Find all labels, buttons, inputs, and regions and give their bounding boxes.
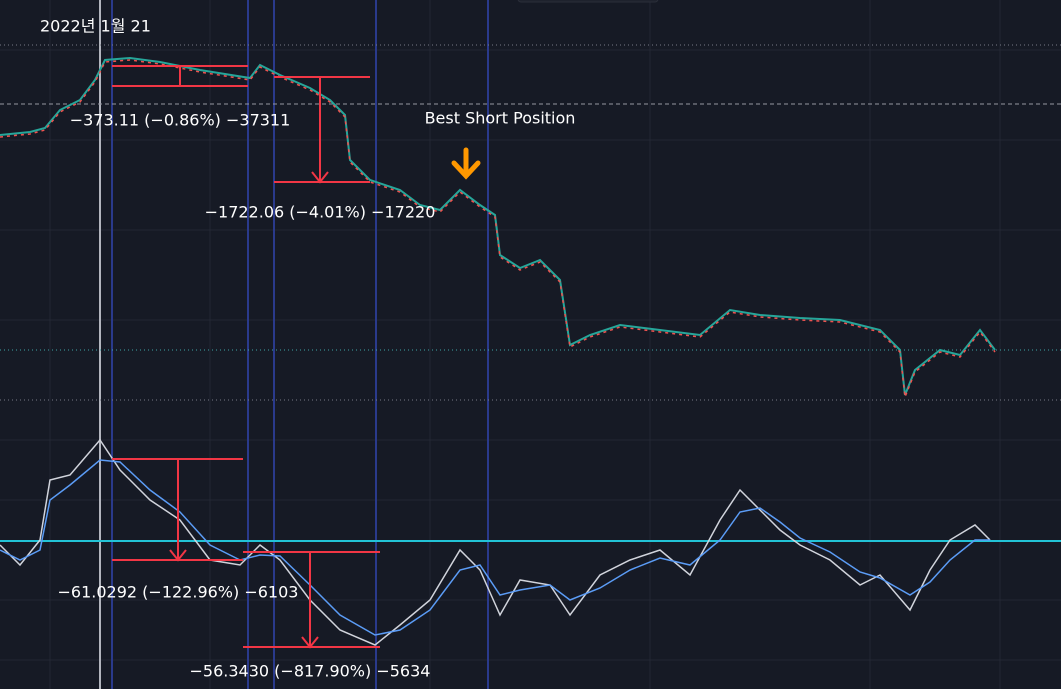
oscillator-slow [0, 459, 990, 636]
measure-label: −373.11 (−0.86%) −37311 [70, 111, 291, 130]
measure-label: −1722.06 (−4.01%) −17220 [205, 203, 436, 222]
toolbar-tab[interactable] [517, 0, 659, 3]
short-arrow [451, 147, 481, 180]
price-candles-down [0, 59, 996, 398]
price-candles [0, 56, 996, 396]
measure-label: −56.3430 (−817.90%) −5634 [190, 662, 431, 681]
measure-label: −61.0292 (−122.96%) −6103 [58, 583, 299, 602]
annotation-label: Best Short Position [425, 109, 576, 128]
date-label: 2022년 1월 21 [40, 17, 151, 36]
session-lines [99, 0, 489, 689]
measure-drawings [112, 65, 380, 649]
level-lines [0, 44, 1061, 542]
oscillator-fast [0, 438, 991, 646]
